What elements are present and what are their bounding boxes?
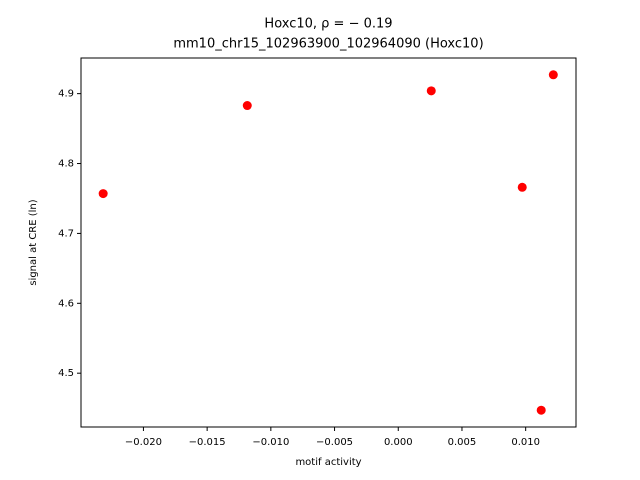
x-tick-label: −0.005 — [316, 437, 353, 448]
x-tick-label: 0.000 — [384, 437, 413, 448]
x-tick-label: 0.005 — [448, 437, 477, 448]
x-tick-label: 0.010 — [511, 437, 540, 448]
x-tick-label: −0.015 — [189, 437, 226, 448]
y-tick-label: 4.9 — [58, 89, 74, 100]
y-tick-label: 4.8 — [58, 159, 74, 170]
chart-title: Hoxc10, ρ = − 0.19 — [264, 17, 392, 32]
point — [426, 86, 436, 96]
point — [98, 189, 108, 199]
y-axis-label: signal at CRE (ln) — [28, 199, 39, 285]
point — [242, 101, 252, 111]
x-axis-label: motif activity — [295, 457, 361, 468]
x-tick-label: −0.020 — [125, 437, 162, 448]
plot-frame — [80, 57, 577, 428]
x-tick-label: −0.010 — [252, 437, 289, 448]
y-tick-label: 4.6 — [58, 298, 74, 309]
chart-subtitle: mm10_chr15_102963900_102964090 (Hoxc10) — [173, 37, 483, 52]
y-tick-label: 4.7 — [58, 228, 74, 239]
point — [536, 405, 546, 415]
y-tick-label: 4.5 — [58, 368, 74, 379]
point — [548, 70, 558, 80]
point — [517, 182, 527, 192]
